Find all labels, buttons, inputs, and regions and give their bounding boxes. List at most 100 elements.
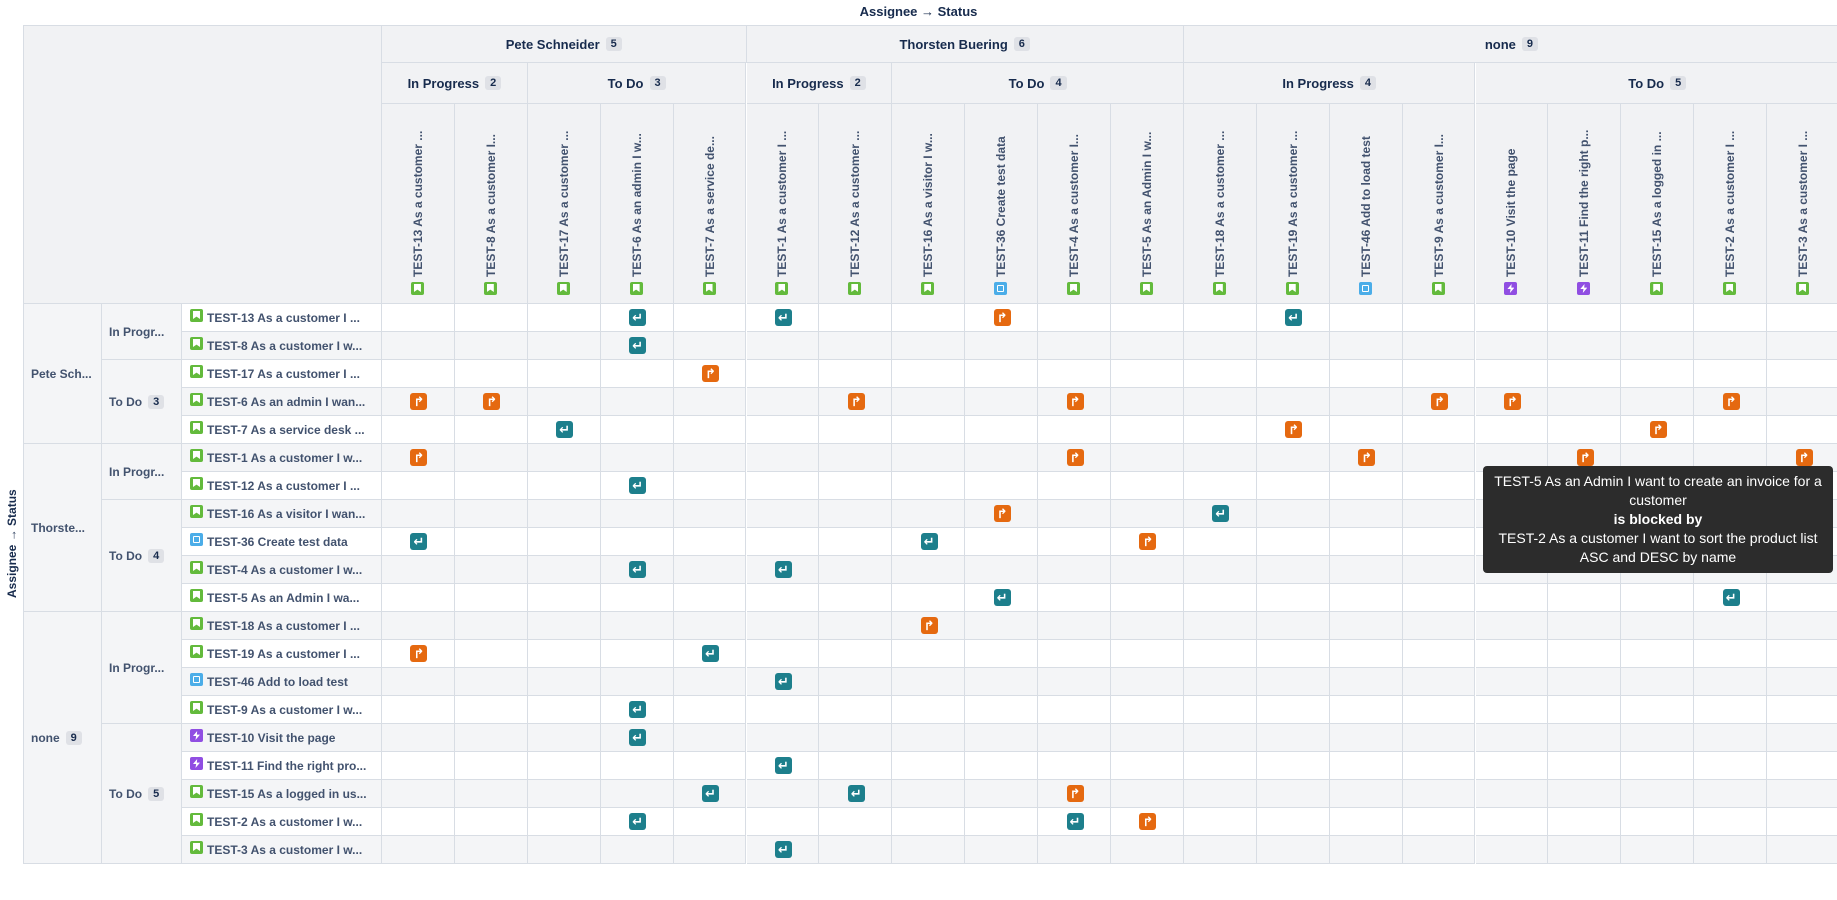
matrix-cell[interactable]: [1402, 416, 1476, 444]
matrix-cell[interactable]: [746, 444, 820, 472]
column-issue-header[interactable]: TEST-6 As an admin I w...: [600, 104, 674, 304]
matrix-cell[interactable]: [673, 724, 747, 752]
row-issue-header[interactable]: TEST-16 As a visitor I wan...: [182, 500, 382, 528]
matrix-cell[interactable]: [527, 444, 601, 472]
matrix-cell[interactable]: [1111, 416, 1184, 444]
matrix-cell[interactable]: [892, 584, 966, 612]
matrix-cell[interactable]: [892, 640, 966, 668]
matrix-cell[interactable]: [1183, 668, 1257, 696]
row-group-status[interactable]: To Do 5: [102, 724, 182, 864]
matrix-cell[interactable]: [1111, 388, 1184, 416]
blocked-by-dependency-icon[interactable]: ↵: [629, 561, 647, 578]
row-group-status[interactable]: In Progr...: [102, 444, 182, 500]
column-group-status[interactable]: To Do 3: [527, 63, 747, 104]
matrix-cell[interactable]: [746, 472, 820, 500]
matrix-cell[interactable]: [1621, 836, 1695, 864]
column-group-status[interactable]: To Do 5: [1475, 63, 1837, 104]
matrix-cell[interactable]: [965, 472, 1039, 500]
column-issue-header[interactable]: TEST-17 As a customer ...: [527, 104, 601, 304]
matrix-cell[interactable]: [1256, 808, 1330, 836]
row-issue-header[interactable]: TEST-15 As a logged in us...: [182, 780, 382, 808]
matrix-cell[interactable]: [1402, 584, 1476, 612]
blocked-by-dependency-icon[interactable]: ↵: [1722, 589, 1740, 606]
matrix-cell[interactable]: [1038, 836, 1111, 864]
matrix-cell[interactable]: [892, 696, 966, 724]
matrix-cell[interactable]: [892, 304, 966, 332]
matrix-cell[interactable]: [819, 724, 893, 752]
matrix-cell[interactable]: [819, 556, 893, 584]
matrix-cell[interactable]: [1548, 696, 1622, 724]
matrix-cell[interactable]: [1621, 752, 1695, 780]
matrix-cell[interactable]: [673, 304, 747, 332]
matrix-cell[interactable]: [965, 780, 1039, 808]
matrix-cell[interactable]: [1038, 556, 1111, 584]
row-issue-header[interactable]: TEST-5 As an Admin I wa...: [182, 584, 382, 612]
matrix-cell[interactable]: [1038, 640, 1111, 668]
matrix-cell[interactable]: [1329, 500, 1403, 528]
column-issue-header[interactable]: TEST-46 Add to load test: [1329, 104, 1403, 304]
blocks-dependency-icon[interactable]: ↱: [1358, 449, 1376, 466]
blocked-by-dependency-icon[interactable]: ↵: [1212, 505, 1230, 522]
matrix-cell[interactable]: [1256, 724, 1330, 752]
matrix-cell[interactable]: [965, 332, 1039, 360]
matrix-cell[interactable]: [1183, 556, 1257, 584]
matrix-cell[interactable]: [1767, 388, 1837, 416]
matrix-cell[interactable]: [1402, 472, 1476, 500]
matrix-cell[interactable]: [454, 500, 528, 528]
matrix-cell[interactable]: [1111, 724, 1184, 752]
matrix-cell[interactable]: [1038, 668, 1111, 696]
row-group-status[interactable]: To Do 4: [102, 500, 182, 612]
matrix-cell[interactable]: [1402, 528, 1476, 556]
matrix-cell[interactable]: [746, 584, 820, 612]
column-issue-header[interactable]: TEST-15 As a logged in ...: [1621, 104, 1695, 304]
matrix-cell[interactable]: [527, 472, 601, 500]
matrix-cell[interactable]: [1694, 416, 1768, 444]
matrix-cell[interactable]: [1256, 500, 1330, 528]
matrix-cell[interactable]: [1548, 724, 1622, 752]
matrix-cell[interactable]: [746, 696, 820, 724]
matrix-cell[interactable]: [1329, 388, 1403, 416]
column-issue-header[interactable]: TEST-11 Find the right p...: [1548, 104, 1622, 304]
matrix-cell[interactable]: [1548, 640, 1622, 668]
matrix-cell[interactable]: [1767, 668, 1837, 696]
matrix-cell[interactable]: [1767, 584, 1837, 612]
matrix-cell[interactable]: [1402, 696, 1476, 724]
row-issue-header[interactable]: TEST-7 As a service desk ...: [182, 416, 382, 444]
matrix-cell[interactable]: [892, 556, 966, 584]
matrix-cell[interactable]: [454, 836, 528, 864]
matrix-cell[interactable]: [1329, 416, 1403, 444]
matrix-cell[interactable]: [892, 752, 966, 780]
matrix-cell[interactable]: [600, 360, 674, 388]
matrix-cell[interactable]: [1329, 724, 1403, 752]
matrix-cell[interactable]: [1183, 696, 1257, 724]
matrix-cell[interactable]: [1256, 668, 1330, 696]
column-issue-header[interactable]: TEST-13 As a customer ...: [382, 104, 455, 304]
matrix-cell[interactable]: [1183, 416, 1257, 444]
matrix-cell[interactable]: [1111, 836, 1184, 864]
matrix-cell[interactable]: [1767, 808, 1837, 836]
matrix-cell[interactable]: [746, 332, 820, 360]
matrix-cell[interactable]: [892, 500, 966, 528]
matrix-cell[interactable]: [1548, 584, 1622, 612]
matrix-cell[interactable]: [1256, 640, 1330, 668]
matrix-cell[interactable]: [1111, 780, 1184, 808]
row-issue-header[interactable]: TEST-4 As a customer I w...: [182, 556, 382, 584]
blocks-dependency-icon[interactable]: ↱: [1066, 449, 1084, 466]
matrix-cell[interactable]: [1621, 808, 1695, 836]
matrix-cell[interactable]: [1694, 304, 1768, 332]
column-issue-header[interactable]: TEST-16 As a visitor I w...: [892, 104, 966, 304]
matrix-cell[interactable]: [1548, 416, 1622, 444]
matrix-cell[interactable]: [600, 780, 674, 808]
column-issue-header[interactable]: TEST-36 Create test data: [965, 104, 1039, 304]
matrix-cell[interactable]: [454, 556, 528, 584]
matrix-cell[interactable]: [1767, 612, 1837, 640]
matrix-cell[interactable]: [1694, 780, 1768, 808]
matrix-cell[interactable]: [892, 472, 966, 500]
matrix-cell[interactable]: [746, 388, 820, 416]
matrix-cell[interactable]: [965, 444, 1039, 472]
matrix-cell[interactable]: [1183, 472, 1257, 500]
matrix-cell[interactable]: [527, 780, 601, 808]
matrix-cell[interactable]: [673, 696, 747, 724]
matrix-cell[interactable]: [819, 416, 893, 444]
matrix-cell[interactable]: [965, 556, 1039, 584]
